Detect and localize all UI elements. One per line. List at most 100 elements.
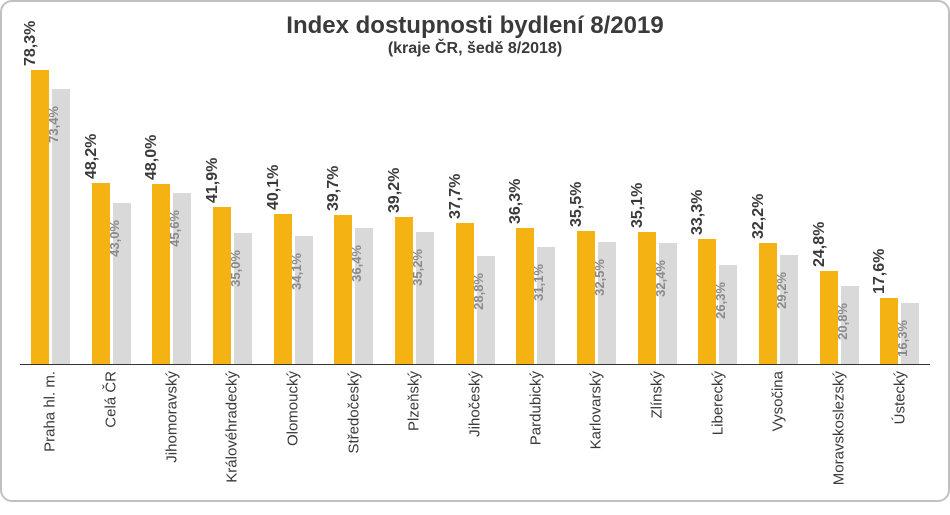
bar-secondary: 73,4% <box>52 89 70 364</box>
x-axis-label: Praha hl. m. <box>20 365 81 515</box>
x-axis-label-text: Vysočina <box>770 371 787 431</box>
bar-secondary-label: 35,2% <box>410 249 425 286</box>
bar-secondary: 36,4% <box>355 228 373 365</box>
x-axis-label-text: Karlovarský <box>588 371 605 449</box>
bar-secondary-label: 73,4% <box>46 106 61 143</box>
x-axis-label: Královéhradecký <box>202 365 263 515</box>
x-axis-labels: Praha hl. m. Celá ČR Jihomoravský Královéhr… <box>20 365 930 515</box>
bar-group: 48,0% 45,6% <box>141 64 202 364</box>
bar-primary-label: 40,1% <box>265 164 283 209</box>
bar-primary-label: 78,3% <box>22 21 40 66</box>
bar-secondary: 35,0% <box>234 233 252 364</box>
x-axis-label-text: Královéhradecký <box>224 371 241 483</box>
bar-primary-label: 17,6% <box>871 249 889 294</box>
x-axis-label-text: Středočeský <box>345 371 362 454</box>
bar-primary-label: 35,5% <box>568 182 586 227</box>
bar-primary-label: 41,9% <box>204 158 222 203</box>
bar-secondary-label: 34,1% <box>289 253 304 290</box>
x-axis-label-text: Ústecký <box>891 371 908 424</box>
x-axis-label-text: Jihomoravský <box>163 371 180 463</box>
bar-secondary: 43,0% <box>113 203 131 364</box>
bar-secondary-label: 32,4% <box>653 260 668 297</box>
bar-secondary: 28,8% <box>477 256 495 364</box>
bar-secondary: 32,5% <box>598 242 616 364</box>
bar-secondary: 16,3% <box>901 303 919 364</box>
bar-secondary-label: 43,0% <box>107 220 122 257</box>
bar-group: 37,7% 28,8% <box>445 64 506 364</box>
bar-primary-label: 39,2% <box>386 168 404 213</box>
bar-group: 40,1% 34,1% <box>263 64 324 364</box>
bar-secondary: 29,2% <box>780 255 798 365</box>
x-axis-label-text: Zlínský <box>649 371 666 419</box>
x-axis-label: Karlovarský <box>566 365 627 515</box>
bar-group: 78,3%73,4% <box>20 64 81 364</box>
x-axis-label: Středočeský <box>323 365 384 515</box>
bar-secondary: 26,3% <box>719 265 737 364</box>
bar-group: 24,8% 20,8% <box>809 64 870 364</box>
x-axis-label-text: Plzeňský <box>406 371 423 431</box>
chart-subtitle: (kraje ČR, šedě 8/2018) <box>20 40 930 58</box>
bar-secondary: 32,4% <box>659 243 677 365</box>
bar-primary-label: 39,7% <box>325 166 343 211</box>
x-axis-label: Vysočina <box>748 365 809 515</box>
x-axis-label: Plzeňský <box>384 365 445 515</box>
bar-primary: 39,2% <box>395 217 413 364</box>
bar-primary: 48,2% <box>92 183 110 364</box>
bar-secondary-label: 29,2% <box>774 272 789 309</box>
x-axis-label: Celá ČR <box>81 365 142 515</box>
bar-primary-label: 24,8% <box>811 222 829 267</box>
x-axis-label-text: Pardubický <box>527 371 544 445</box>
x-axis-label: Olomoucký <box>263 365 324 515</box>
bar-primary: 39,7% <box>334 215 352 364</box>
bar-group: 35,1%32,4% <box>627 64 688 364</box>
bar-group: 17,6% 16,3% <box>869 64 930 364</box>
bar-group: 33,3% 26,3% <box>687 64 748 364</box>
x-axis-label-text: Jihočeský <box>467 371 484 437</box>
x-axis-label-text: Liberecký <box>709 371 726 435</box>
bar-secondary: 20,8% <box>841 286 859 364</box>
bar-secondary: 35,2% <box>416 232 434 364</box>
bar-group: 39,7%36,4% <box>323 64 384 364</box>
bar-secondary-label: 28,8% <box>471 273 486 310</box>
x-axis-label: Ústecký <box>869 365 930 515</box>
bar-group: 32,2% 29,2% <box>748 64 809 364</box>
bar-secondary-label: 20,8% <box>835 303 850 340</box>
bar-primary-label: 48,2% <box>83 134 101 179</box>
bar-group: 35,5%32,5% <box>566 64 627 364</box>
bar-secondary-label: 31,1% <box>531 264 546 301</box>
x-axis-label: Liberecký <box>687 365 748 515</box>
x-axis-label-text: Celá ČR <box>103 371 120 428</box>
bar-group: 39,2%35,2% <box>384 64 445 364</box>
bar-secondary-label: 35,0% <box>228 250 243 287</box>
bar-primary: 35,1% <box>638 232 656 364</box>
x-axis-label: Pardubický <box>505 365 566 515</box>
bar-secondary-label: 32,5% <box>592 259 607 296</box>
bar-secondary-label: 45,6% <box>167 210 182 247</box>
bar-group: 36,3% 31,1% <box>505 64 566 364</box>
x-axis-label: Moravskoslezský <box>809 365 870 515</box>
bar-secondary: 34,1% <box>295 236 313 364</box>
x-axis-label: Jihomoravský <box>141 365 202 515</box>
bar-secondary: 45,6% <box>173 193 191 364</box>
bar-primary-label: 48,0% <box>143 135 161 180</box>
chart-title: Index dostupnosti bydlení 8/2019 <box>20 12 930 40</box>
x-axis-label: Jihočeský <box>445 365 506 515</box>
bar-primary-label: 35,1% <box>629 183 647 228</box>
bar-primary-label: 36,3% <box>507 179 525 224</box>
bar-secondary-label: 36,4% <box>349 245 364 282</box>
x-axis-label: Zlínský <box>627 365 688 515</box>
bar-group: 48,2%43,0% <box>81 64 142 364</box>
bar-primary: 35,5% <box>577 231 595 364</box>
chart-plot-area: 78,3%73,4%48,2%43,0%48,0%45,6%41,9%35,0%… <box>20 64 930 365</box>
x-axis-label-text: Moravskoslezský <box>831 371 848 485</box>
bar-secondary-label: 26,3% <box>713 282 728 319</box>
bar-primary-label: 37,7% <box>447 173 465 218</box>
x-axis-label-text: Olomoucký <box>285 371 302 446</box>
bar-secondary: 31,1% <box>537 247 555 364</box>
bar-secondary-label: 16,3% <box>895 320 910 357</box>
x-axis-label-text: Praha hl. m. <box>42 371 59 452</box>
bar-primary-label: 32,2% <box>750 194 768 239</box>
bar-primary-label: 33,3% <box>689 190 707 235</box>
bar-group: 41,9% 35,0% <box>202 64 263 364</box>
chart-frame: Index dostupnosti bydlení 8/2019 (kraje … <box>0 0 950 502</box>
